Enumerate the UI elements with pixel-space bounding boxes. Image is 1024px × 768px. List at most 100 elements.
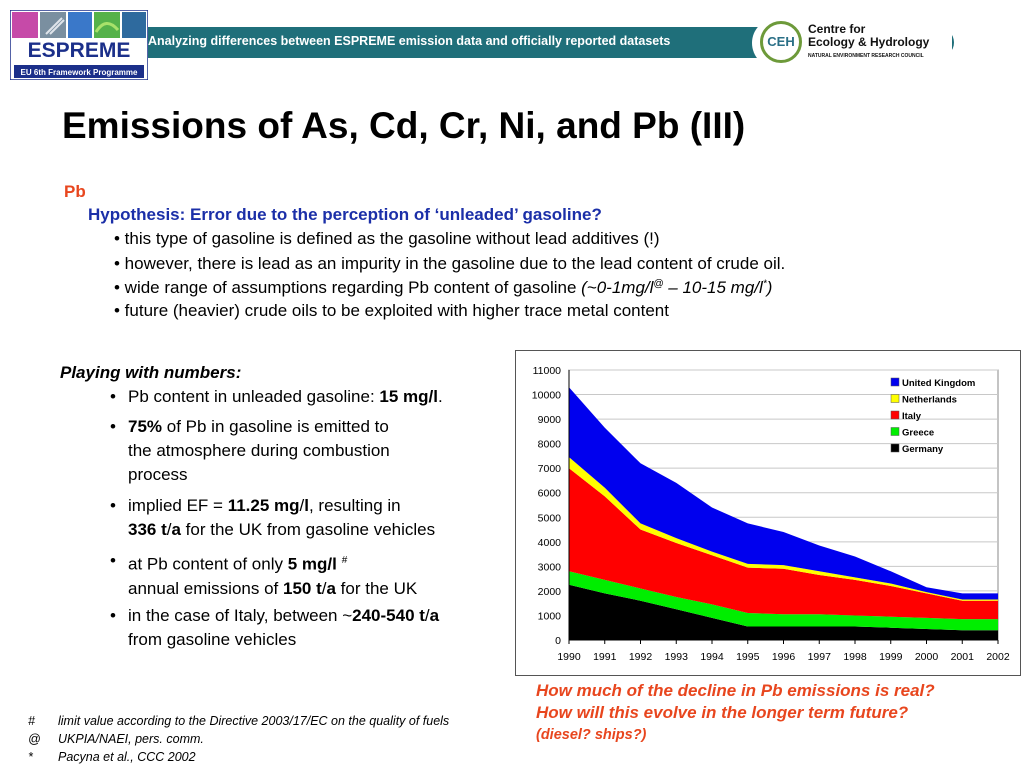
y-tick-label: 8000 [538, 439, 562, 451]
ceh-logo: CEH Centre for Ecology & Hydrology NATUR… [752, 18, 952, 68]
footnote-3-text: Pacyna et al., CCC 2002 [58, 750, 196, 764]
bullet-dot: • [110, 387, 116, 406]
area-greece [569, 571, 998, 631]
playing-item-5-d: a [429, 606, 440, 625]
ceh-logo-name-line2: Ecology & Hydrology [808, 35, 930, 49]
espreme-logo-name: ESPREME [28, 39, 131, 62]
x-tick-label: 2001 [951, 651, 975, 663]
area-italy [569, 468, 998, 620]
y-tick-label: 1000 [538, 610, 562, 622]
playing-item-5-b: 240-540 t [352, 606, 425, 625]
y-tick-label: 9000 [538, 414, 562, 426]
playing-item-5-line2: from gasoline vehicles [128, 630, 297, 649]
ceh-logo-name-line1: Centre for [808, 22, 866, 36]
legend-swatch [890, 443, 900, 453]
x-tick-label: 1998 [843, 651, 867, 663]
legend-label: Netherlands [902, 395, 957, 406]
playing-item-2-b: of Pb in gasoline is emitted to [162, 417, 389, 436]
x-tick-label: 1997 [808, 651, 832, 663]
area-germany [569, 584, 998, 640]
playing-item-3-line2-c: a [171, 520, 181, 539]
pb-emissions-chart: 0 1000 2000 3000 4000 5000 6000 7000 8000 9000 100… [532, 365, 1010, 663]
footnote-1-text: limit value according to the Directive 2… [58, 714, 450, 728]
y-tick-label: 7000 [538, 463, 562, 475]
pb-range-b: – 10-15 mg/l [663, 278, 763, 297]
header-band-text: Analyzing differences between ESPREME em… [148, 34, 671, 48]
y-tick-label: 6000 [538, 488, 562, 500]
x-tick-label: 1996 [772, 651, 796, 663]
y-tick-label: 2000 [538, 586, 562, 598]
playing-item-2-line3: process [128, 465, 188, 484]
x-tick-label: 1992 [629, 651, 653, 663]
playing-item-2-line2: the atmosphere during combustion [128, 441, 390, 460]
playing-item-5-a: in the case of Italy, between ~ [128, 606, 353, 625]
playing-item-4-line2-a: annual emissions of [128, 578, 283, 598]
hypothesis-bullet-2: • however, there is lead as an impurity … [114, 254, 786, 273]
y-tick-label: 0 [555, 635, 561, 647]
x-tick-label: 1999 [879, 651, 903, 663]
y-tick-label: 4000 [538, 537, 562, 549]
playing-item-5-c: / [424, 606, 430, 625]
hypothesis-bullet-3: • wide range of assumptions regarding Pb… [114, 278, 772, 298]
footnote-2-text: UKPIA/NAEI, pers. comm. [58, 732, 204, 746]
questions-block: How much of the decline in Pb emissions … [536, 680, 935, 746]
playing-item-3-d: l [304, 496, 309, 515]
ceh-logo-subtitle: NATURAL ENVIRONMENT RESEARCH COUNCIL [808, 53, 924, 59]
bullet-dot: • [110, 417, 116, 436]
pb-range-close: ) [766, 278, 773, 297]
hypothesis-bullet-1: • this type of gasoline is defined as th… [114, 229, 660, 248]
playing-item-3-line2-d: for the UK from gasoline vehicles [180, 520, 436, 539]
espreme-logo-subtitle: EU 6th Framework Programme [21, 68, 138, 77]
legend-label: Greece [902, 428, 934, 439]
legend-label: Italy [902, 411, 922, 422]
footnote-2-symbol: @ [28, 732, 41, 746]
pb-range-b-ref: * [762, 278, 767, 290]
x-tick-label: 1994 [700, 651, 724, 663]
playing-item-3-line2-b: / [166, 520, 172, 539]
playing-item-2-a: 75% [128, 417, 163, 436]
legend-label: Germany [902, 444, 944, 455]
ceh-logo-name: Centre for Ecology & Hydrology [808, 23, 929, 49]
page-title: Emissions of As, Cd, Cr, Ni, and Pb (III… [62, 105, 746, 146]
pb-range-a-ref: @ [653, 278, 664, 290]
question-3: (diesel? ships?) [536, 727, 647, 743]
hypothesis-bullet-4: • future (heavier) crude oils to be expl… [114, 301, 669, 320]
x-tick-label: 1991 [593, 651, 617, 663]
pb-range-a: (~0-1mg/l [581, 278, 654, 297]
playing-item-1-c: . [438, 387, 443, 406]
legend-swatch [890, 427, 900, 436]
x-tick-label: 1995 [736, 651, 760, 663]
bullet-dot: • [110, 606, 116, 625]
playing-item-4-line2-c: / [321, 578, 327, 598]
y-tick-label: 10000 [532, 390, 561, 402]
playing-item-4-b: 5 mg/l [287, 554, 337, 574]
question-2: How will this evolve in the longer term … [536, 703, 909, 722]
y-tick-label: 5000 [538, 512, 562, 524]
y-tick-label: 3000 [538, 561, 562, 573]
playing-title: Playing with numbers: [60, 363, 242, 382]
legend-swatch [890, 410, 900, 420]
playing-item-4-ref: # [341, 555, 348, 566]
playing-item-3-line2-a: 336 t [128, 520, 167, 539]
playing-item-3-b: 11.25 mg [227, 496, 300, 515]
pb-heading: Pb [64, 182, 86, 201]
playing-item-3-e: , resulting in [308, 496, 401, 515]
x-tick-label: 2002 [986, 651, 1010, 663]
area-united-kingdom [569, 387, 998, 600]
y-tick-label: 11000 [533, 365, 562, 377]
playing-item-4-line2-e: for the UK [335, 578, 418, 598]
playing-item-1-a: Pb content in unleaded gasoline: [128, 387, 380, 406]
playing-item-3-a: implied EF = [128, 496, 228, 515]
hypothesis-bullet-3-text: • wide range of assumptions regarding Pb… [114, 278, 582, 297]
playing-item-4-line2-d: a [326, 578, 336, 598]
playing-item-4-a: at Pb content of only [128, 554, 288, 574]
playing-item-4-line2-b: 150 t [282, 578, 322, 598]
question-1: How much of the decline in Pb emissions … [536, 681, 935, 700]
bullet-dot: • [110, 496, 116, 515]
x-tick-label: 2000 [915, 651, 939, 663]
legend-swatch [890, 377, 900, 387]
x-tick-label: 1993 [665, 651, 689, 663]
legend-label: United Kingdom [902, 378, 975, 389]
legend-swatch [890, 394, 900, 403]
espreme-logo: ESPREME EU 6th Framework Programme [10, 10, 148, 80]
